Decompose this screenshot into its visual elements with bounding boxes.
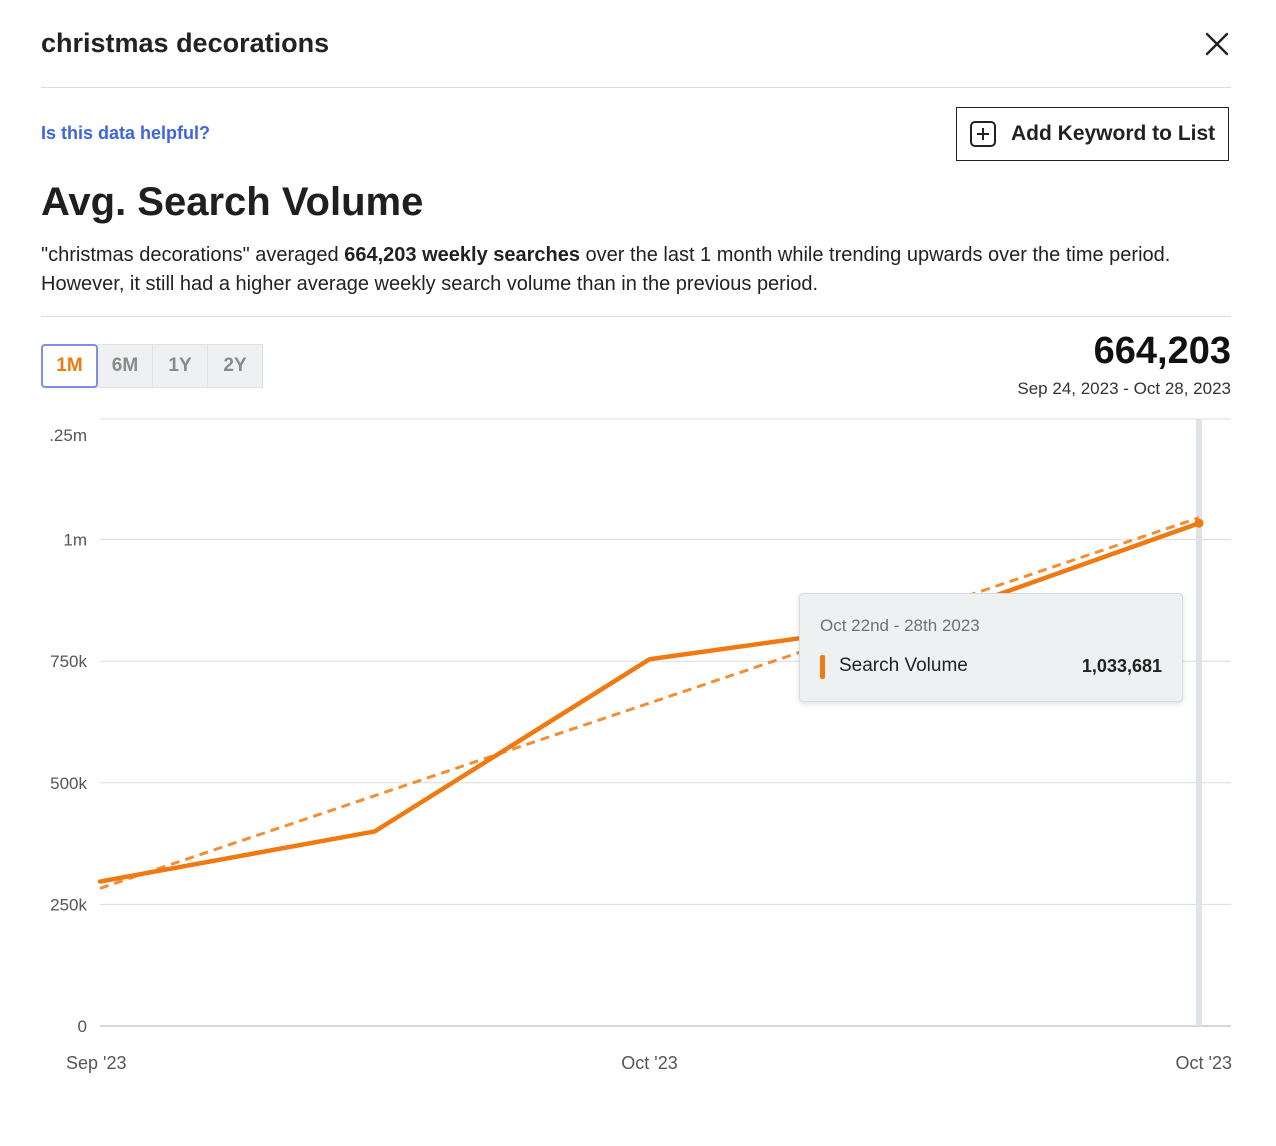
time-range-tabs: 1M 6M 1Y 2Y bbox=[41, 344, 263, 388]
y-tick-label: .25m bbox=[49, 426, 87, 445]
plus-square-icon bbox=[970, 121, 996, 147]
tooltip-date: Oct 22nd - 28th 2023 bbox=[820, 616, 980, 635]
y-tick-label: 750k bbox=[50, 652, 87, 671]
tab-1m[interactable]: 1M bbox=[41, 344, 98, 388]
add-keyword-label: Add Keyword to List bbox=[1011, 122, 1216, 145]
series-line-search-volume bbox=[97, 520, 1202, 884]
y-tick-label: 500k bbox=[50, 774, 87, 793]
summary-description: "christmas decorations" averaged 664,203… bbox=[41, 241, 1231, 299]
add-keyword-button[interactable]: Add Keyword to List bbox=[956, 107, 1229, 161]
series-color-marker bbox=[820, 655, 825, 679]
keyword-title: christmas decorations bbox=[41, 28, 330, 58]
section-title: Avg. Search Volume bbox=[41, 180, 424, 224]
tooltip-series-label: Search Volume bbox=[839, 655, 968, 676]
x-tick-label: Oct '23 bbox=[621, 1053, 677, 1073]
description-text-2: over the last 1 month while trending upw… bbox=[41, 244, 1171, 295]
total-volume: 664,203 bbox=[1093, 330, 1231, 372]
dialog-header: christmas decorations bbox=[41, 24, 1231, 88]
divider bbox=[41, 316, 1231, 317]
data-helpful-link[interactable]: Is this data helpful? bbox=[41, 123, 211, 143]
chart-tooltip: Oct 22nd - 28th 2023 Search Volume 1,033… bbox=[799, 593, 1183, 702]
tab-6m[interactable]: 6M bbox=[97, 344, 153, 388]
data-point-marker bbox=[1194, 518, 1204, 528]
description-text-1: "christmas decorations" averaged bbox=[41, 244, 345, 266]
close-icon bbox=[1205, 32, 1229, 56]
y-tick-label: 250k bbox=[50, 895, 87, 914]
tab-2y[interactable]: 2Y bbox=[207, 344, 263, 388]
tab-1y[interactable]: 1Y bbox=[152, 344, 208, 388]
trend-line bbox=[99, 516, 1200, 890]
y-tick-label: 0 bbox=[78, 1017, 87, 1036]
tooltip-value: 1,033,681 bbox=[1081, 656, 1162, 676]
description-bold: 664,203 weekly searches bbox=[344, 244, 580, 266]
y-tick-label: 1m bbox=[63, 531, 87, 550]
date-range: Sep 24, 2023 - Oct 28, 2023 bbox=[1017, 379, 1231, 398]
x-tick-label: Oct '23 bbox=[1176, 1053, 1232, 1073]
x-tick-label: Sep '23 bbox=[66, 1053, 127, 1073]
close-button[interactable] bbox=[1203, 30, 1231, 58]
hover-crosshair bbox=[1196, 419, 1202, 1026]
